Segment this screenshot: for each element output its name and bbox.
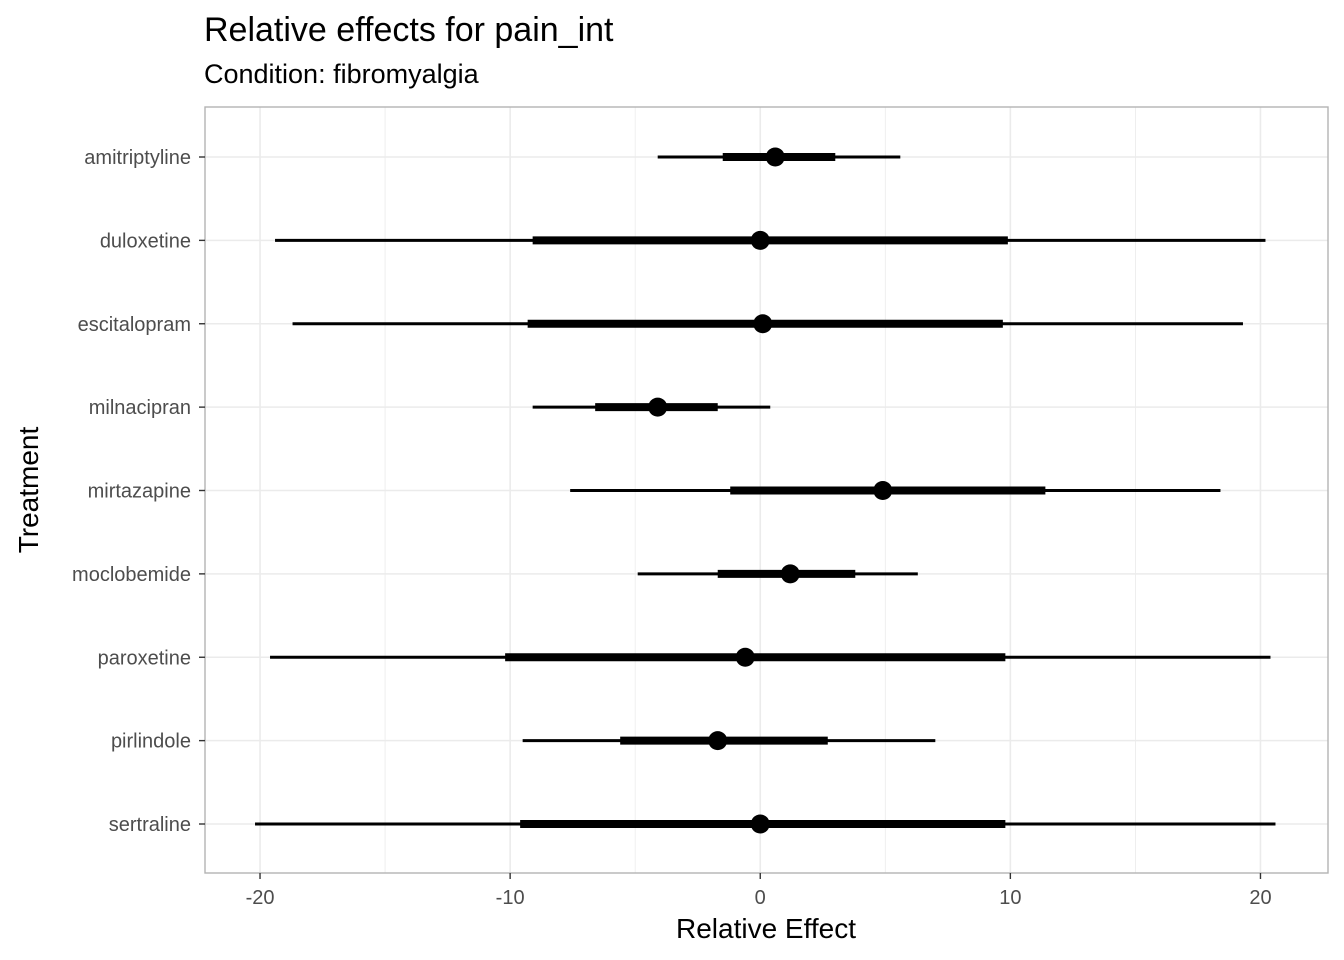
point-estimate xyxy=(873,481,893,500)
y-tick-label: escitalopram xyxy=(78,314,191,336)
point-estimate xyxy=(750,814,770,834)
y-axis-title: Treatment xyxy=(13,427,44,554)
point-estimate xyxy=(735,647,755,667)
y-tick-label: duloxetine xyxy=(100,230,191,252)
y-tick-label: milnacipran xyxy=(89,397,191,419)
point-estimate xyxy=(753,314,773,334)
y-tick-label: paroxetine xyxy=(98,647,191,669)
axes: amitriptyline duloxetine escitalopram milna… xyxy=(72,147,1272,909)
point-estimate xyxy=(765,147,785,167)
x-axis-title: Relative Effect xyxy=(676,913,856,944)
point-estimate xyxy=(648,397,668,417)
y-tick-label: amitriptyline xyxy=(84,147,191,169)
point-estimate xyxy=(708,731,728,751)
x-tick-label: 10 xyxy=(999,887,1021,909)
y-tick-label: sertraline xyxy=(109,814,191,836)
y-tick-label: mirtazapine xyxy=(88,481,191,503)
chart-title: Relative effects for pain_int xyxy=(204,11,614,49)
y-tick-label: pirlindole xyxy=(111,731,191,753)
y-tick-label: moclobemide xyxy=(72,564,191,586)
chart-subtitle: Condition: fibromyalgia xyxy=(204,59,480,89)
x-tick-label: -10 xyxy=(496,887,525,909)
point-estimate xyxy=(780,564,800,584)
point-estimate xyxy=(750,230,770,250)
x-tick-label: 0 xyxy=(755,887,766,909)
plot-marks xyxy=(255,147,1276,834)
x-tick-label: 20 xyxy=(1249,887,1271,909)
x-tick-label: -20 xyxy=(246,887,275,909)
